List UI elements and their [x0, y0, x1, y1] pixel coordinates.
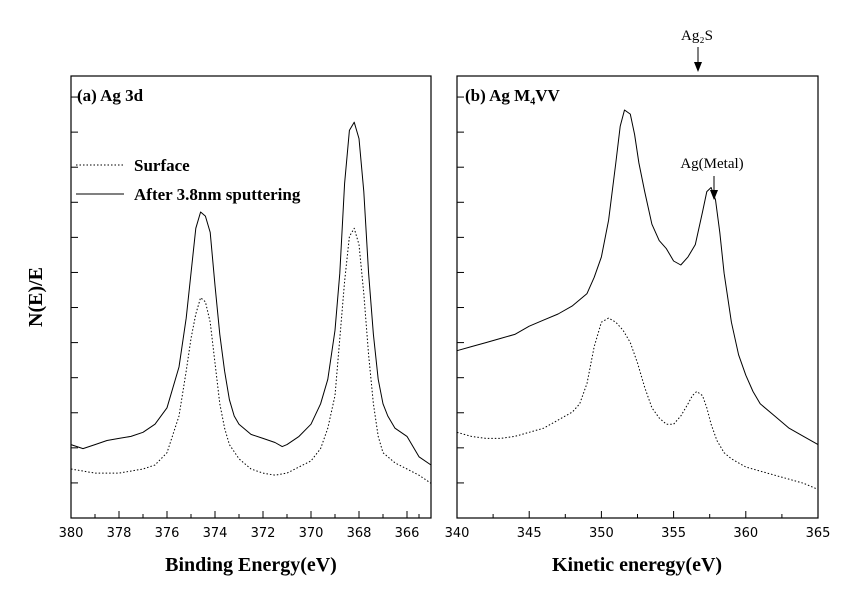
panel-a: 380 378 376 374 372 370 368 366: [59, 96, 432, 541]
x-tick-label: 370: [299, 526, 324, 541]
x-tick-label: 350: [589, 526, 614, 541]
panel-b-label: (b) Ag M₄VV: [465, 86, 561, 105]
x-tick-label: 380: [59, 526, 84, 541]
x-tick-label: 376: [155, 526, 180, 541]
x-tick-label: 340: [445, 526, 470, 541]
x-tick-label: 360: [733, 526, 758, 541]
panel-a-x-axis-title: Binding Energy(eV): [165, 554, 337, 576]
ag2s-arrow-icon: [694, 47, 702, 72]
series-line-sputtered: [70, 121, 432, 466]
ag2s-annotation-label: Ag₂S: [681, 28, 713, 44]
panel-a-label: (a) Ag 3d: [77, 86, 144, 105]
legend-sputtered-label: After 3.8nm sputtering: [134, 185, 301, 204]
panel-a-frame: [70, 75, 432, 519]
x-tick-label: 345: [517, 526, 542, 541]
ag-metal-arrow-icon: [710, 176, 718, 200]
x-tick-label: 372: [251, 526, 276, 541]
panel-b: 340 345 350 355 360 365: [445, 96, 831, 541]
x-tick-label: 355: [661, 526, 686, 541]
series-line-sputtered: [456, 109, 819, 446]
series-line-surface: [456, 317, 819, 490]
y-axis-title: N(E)/E: [25, 267, 47, 327]
x-tick-label: 365: [806, 526, 831, 541]
legend-surface-label: Surface: [134, 156, 190, 175]
x-tick-label: 368: [347, 526, 372, 541]
x-tick-label: 374: [203, 526, 228, 541]
x-tick-label: 366: [395, 526, 420, 541]
x-tick-label: 378: [107, 526, 132, 541]
panel-b-x-axis-title: Kinetic eneregy(eV): [552, 554, 722, 576]
series-line-surface: [70, 227, 432, 484]
panel-b-frame: [456, 75, 819, 519]
ag-metal-annotation-label: Ag(Metal): [680, 156, 743, 172]
